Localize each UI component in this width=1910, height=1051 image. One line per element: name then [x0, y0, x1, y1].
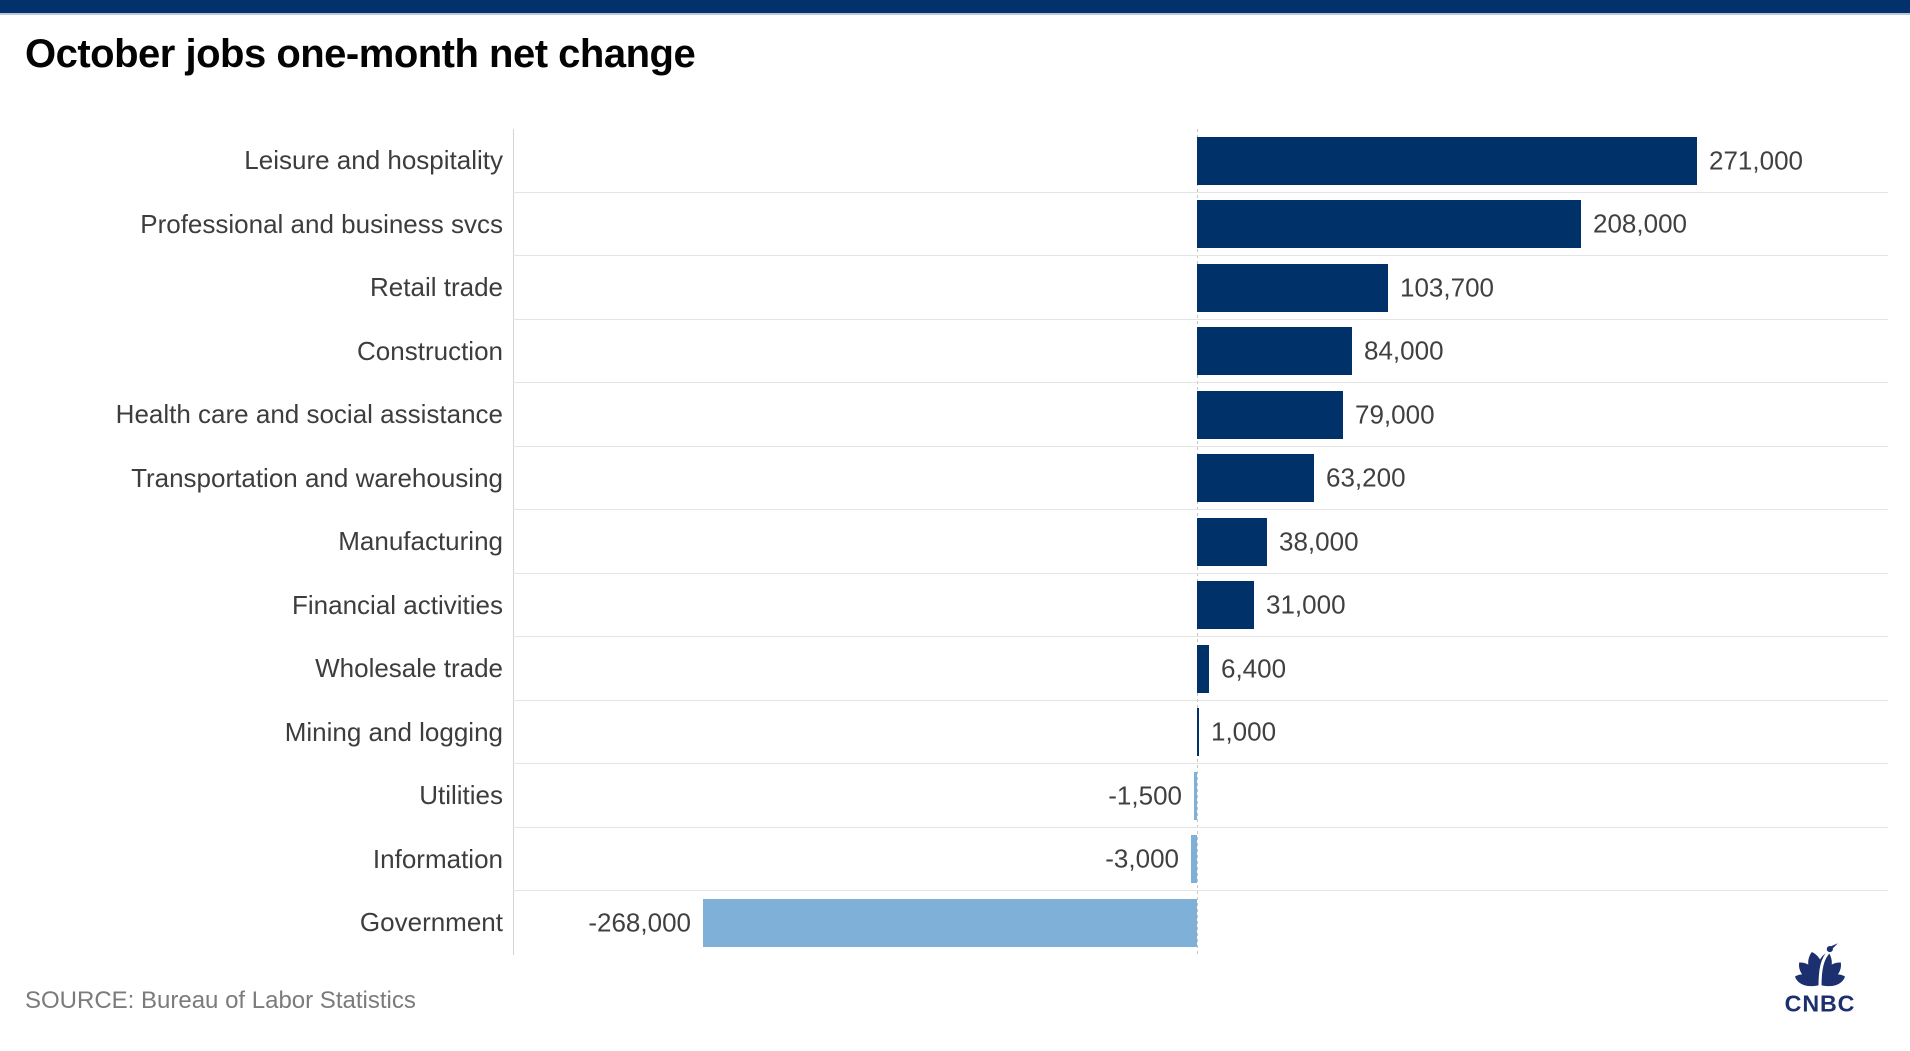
- value-label: 271,000: [1709, 145, 1803, 176]
- value-label: 208,000: [1593, 208, 1687, 239]
- bar-positive: [1197, 454, 1314, 503]
- row-gridline: [513, 572, 1888, 574]
- chart-row: Leisure and hospitality 271,000: [0, 129, 1910, 193]
- svg-text:CNBC: CNBC: [1785, 991, 1856, 1017]
- bar-positive: [1197, 263, 1388, 312]
- row-gridline: [513, 445, 1888, 447]
- chart-row: Financial activities 31,000: [0, 574, 1910, 637]
- chart-row: Information -3,000: [0, 828, 1910, 891]
- value-label: 38,000: [1279, 526, 1359, 557]
- chart-row: Wholesale trade 6,400: [0, 637, 1910, 701]
- chart-row: Mining and logging 1,000: [0, 701, 1910, 764]
- category-label: Information: [372, 843, 503, 874]
- value-label: 31,000: [1266, 589, 1346, 620]
- row-gridline: [513, 826, 1888, 828]
- chart-row: Health care and social assistance 79,000: [0, 383, 1910, 447]
- row-gridline: [513, 699, 1888, 701]
- bar-negative: [703, 898, 1197, 947]
- row-gridline: [513, 191, 1888, 193]
- chart-row: Government -268,000: [0, 891, 1910, 955]
- value-label: 79,000: [1355, 399, 1435, 430]
- chart-row: Transportation and warehousing 63,200: [0, 447, 1910, 510]
- row-gridline: [513, 318, 1888, 320]
- cnbc-logo: CNBC: [1766, 933, 1874, 1017]
- value-label: 63,200: [1326, 462, 1406, 493]
- category-label: Retail trade: [370, 272, 503, 303]
- bar-positive: [1197, 581, 1254, 630]
- bar-positive: [1197, 136, 1697, 185]
- row-gridline: [513, 509, 1888, 510]
- chart-row: Retail trade 103,700: [0, 256, 1910, 320]
- category-label: Construction: [357, 335, 503, 366]
- row-gridline: [513, 763, 1888, 764]
- bar-positive: [1197, 390, 1343, 439]
- value-label: 103,700: [1400, 272, 1494, 303]
- value-label: 1,000: [1211, 716, 1277, 747]
- bar-positive: [1197, 200, 1581, 249]
- top-accent-bar: [0, 0, 1910, 15]
- value-label: -1,500: [1108, 780, 1182, 811]
- chart-row: Construction 84,000: [0, 320, 1910, 383]
- category-label: Leisure and hospitality: [244, 145, 503, 176]
- category-label: Professional and business svcs: [140, 208, 503, 239]
- value-label: 6,400: [1221, 653, 1287, 684]
- chart-row: Manufacturing 38,000: [0, 510, 1910, 574]
- page-title: October jobs one-month net change: [25, 32, 696, 76]
- bar-positive: [1197, 644, 1209, 693]
- chart-row: Utilities -1,500: [0, 764, 1910, 828]
- category-label: Utilities: [419, 780, 503, 811]
- category-label: Transportation and warehousing: [131, 462, 503, 493]
- row-gridline: [513, 890, 1888, 891]
- category-label: Manufacturing: [338, 526, 503, 557]
- value-label: -268,000: [588, 907, 691, 938]
- category-label: Wholesale trade: [315, 653, 503, 684]
- bar-positive: [1197, 327, 1352, 376]
- bar-chart: Leisure and hospitality 271,000 Profession…: [0, 129, 1910, 955]
- row-gridline: [513, 636, 1888, 637]
- category-label: Financial activities: [292, 589, 503, 620]
- bar-negative: [1194, 771, 1197, 820]
- row-gridline: [513, 255, 1888, 256]
- y-axis-line: [513, 129, 514, 955]
- category-label: Mining and logging: [284, 716, 503, 747]
- category-label: Health care and social assistance: [115, 399, 503, 430]
- chart-row: Professional and business svcs 208,000: [0, 193, 1910, 256]
- row-gridline: [513, 382, 1888, 383]
- bar-positive: [1197, 708, 1199, 757]
- cnbc-peacock-icon: CNBC: [1785, 943, 1856, 1017]
- value-label: 84,000: [1364, 335, 1444, 366]
- bar-negative: [1191, 835, 1197, 884]
- value-label: -3,000: [1105, 843, 1179, 874]
- bar-positive: [1197, 517, 1267, 566]
- source-attribution: SOURCE: Bureau of Labor Statistics: [25, 987, 416, 1014]
- category-label: Government: [359, 907, 503, 938]
